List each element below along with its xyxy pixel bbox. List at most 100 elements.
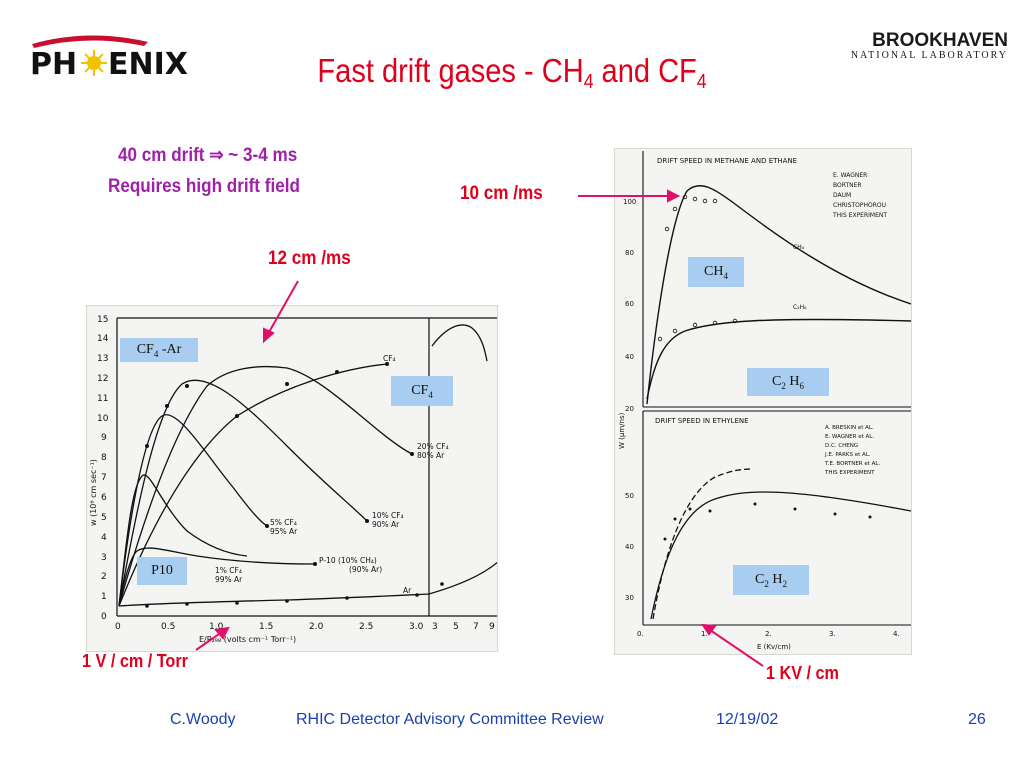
legend-this-exp: THIS EXPERIMENT (832, 212, 887, 219)
curve-10-cf4 (118, 379, 368, 607)
phenix-logo: PH ENIX (28, 30, 188, 82)
label-10cf4: 10% CF₄ (372, 511, 404, 520)
label-99ar: 99% Ar (215, 575, 243, 584)
right-bottom-axes (642, 410, 911, 626)
footer-author: C.Woody (170, 711, 236, 728)
speed-12-label: 12 cm /ms (268, 248, 351, 269)
arrow-12cm (267, 280, 299, 335)
left-plot-curve-labels: CF₄ 20% CF₄ 80% Ar 10% CF₄ 90% Ar 5% CF₄… (215, 354, 449, 595)
drift-field-note: Requires high drift field (108, 176, 300, 197)
arrow-10cm-head (667, 189, 681, 203)
right-top-legend: E. WAGNER BORTNER DAUM CHRISTOPHOROU THI… (832, 172, 887, 219)
arrow-torr-head (214, 626, 230, 640)
label-cf4: CF₄ (383, 354, 396, 363)
legend-parks: J.E. PARKS et AL. (824, 452, 871, 458)
ytick-40: 40 (625, 353, 634, 361)
label-box-p10: P10 (137, 557, 187, 585)
label-box-c2h2: C2 H2 (733, 565, 809, 595)
xtick-2b: 2. (765, 630, 772, 638)
cf4-drift-plot: 0 1 2 3 4 5 6 7 8 9 10 11 12 13 14 15 0 … (86, 305, 500, 652)
ytick-14: 14 (97, 334, 109, 344)
curve-ar (118, 560, 500, 607)
legend-bortner: BORTNER (833, 182, 862, 189)
right-top-curves (646, 185, 912, 405)
right-top-axes (642, 151, 911, 408)
curve-20-cf4 (118, 363, 388, 607)
ytick-6: 6 (101, 493, 107, 503)
xtick-2.5: 2.5 (359, 622, 373, 632)
footer-page-number: 26 (968, 711, 986, 728)
speed-10-label: 10 cm /ms (460, 183, 543, 204)
right-bottom-xlabel: E (Kv/cm) (757, 643, 791, 651)
ytick-2: 2 (101, 572, 107, 582)
label-5cf4: 5% CF₄ (270, 518, 297, 527)
label-20cf4: 20% CF₄ (417, 442, 449, 451)
legend-christophorou: CHRISTOPHOROU (833, 202, 886, 209)
curve-1-cf4 (118, 474, 248, 607)
legend-this-exp-b: THIS EXPERIMENT (824, 470, 875, 476)
curve-c2h6 (646, 318, 912, 400)
legend-daum: DAUM (833, 192, 851, 199)
xtick-4b: 4. (893, 630, 900, 638)
right-bottom-xticks: 0. 1. 2. 3. 4. (637, 630, 900, 638)
label-box-cf4: CF4 (391, 376, 453, 406)
ytick-1: 1 (101, 592, 107, 602)
xtick-2.0: 2.0 (309, 622, 324, 632)
label-p10: P-10 (10% CH₄) (319, 556, 377, 565)
arrow-12cm-head (263, 327, 275, 344)
ytick-50: 50 (625, 492, 634, 500)
xtick-9: 9 (489, 622, 495, 632)
field-kv-label: 1 KV / cm (766, 663, 839, 683)
xtick-1.5: 1.5 (259, 622, 273, 632)
ytick-12: 12 (97, 374, 108, 384)
curve-p10 (118, 547, 316, 607)
ytick-80: 80 (625, 249, 634, 257)
slide-title: Fast drift gases - CH4 and CF4 (317, 52, 707, 93)
right-ylabel: W (µm/ns) (618, 412, 626, 449)
ytick-100: 100 (623, 198, 636, 206)
xtick-0.5: 0.5 (161, 622, 175, 632)
field-torr-label: 1 V / cm / Torr (82, 651, 188, 671)
curve-5-cf4 (118, 414, 268, 607)
ytick-40b: 40 (625, 543, 634, 551)
xtick-0b: 0. (637, 630, 644, 638)
ytick-8: 8 (101, 453, 107, 463)
legend-breskin: A. BRESKIN et AL. (825, 425, 874, 431)
left-plot-curves (118, 324, 500, 607)
right-bottom-markers (663, 502, 872, 541)
xtick-7: 7 (473, 622, 479, 632)
left-plot-axes (116, 317, 499, 617)
curve-right-cf4-peak (431, 324, 488, 362)
ytick-60: 60 (625, 300, 634, 308)
ytick-3: 3 (101, 553, 107, 563)
ytick-9: 9 (101, 433, 107, 443)
xtick-5: 5 (453, 622, 459, 632)
left-plot-yticks: 0 1 2 3 4 5 6 7 8 9 10 11 12 13 14 15 (97, 315, 109, 622)
ytick-11: 11 (97, 394, 108, 404)
ytick-30: 30 (625, 594, 634, 602)
ytick-5: 5 (101, 513, 107, 523)
phenix-logo-text-start: PH (30, 47, 77, 80)
ytick-13: 13 (97, 354, 108, 364)
brookhaven-name: BROOKHAVEN (872, 30, 1008, 51)
right-bottom-legend: A. BRESKIN et AL. E. WAGNER et AL. D.C. … (824, 425, 880, 476)
left-plot-xlabel: E/P₂₉₈ (volts cm⁻¹ Torr⁻¹) (199, 635, 296, 644)
curve-cheng (652, 468, 754, 620)
brookhaven-subtitle: NATIONAL LABORATORY (850, 50, 1008, 61)
left-plot-ylabel: w (10⁶ cm sec⁻¹) (89, 459, 98, 526)
right-bottom-curves (650, 468, 912, 620)
label-80ar: 80% Ar (417, 451, 445, 460)
ytick-20: 20 (625, 405, 634, 413)
legend-wagner: E. WAGNER (833, 172, 867, 179)
right-bottom-yticks: 50 40 30 (625, 492, 634, 602)
legend-wagner-b: E. WAGNER et AL. (825, 434, 874, 440)
right-top-title: DRIFT SPEED IN METHANE AND ETHANE (657, 157, 797, 165)
arrow-kv-head (701, 623, 717, 636)
label-c2h6: C₂H₆ (793, 304, 807, 311)
xtick-1b: 1. (701, 630, 708, 638)
curve-ch4 (646, 185, 912, 405)
label-box-c2h6: C2 H6 (747, 368, 829, 396)
label-ch4: CH₄ (793, 244, 805, 251)
right-top-yticks: 100 80 60 40 20 (623, 198, 636, 413)
